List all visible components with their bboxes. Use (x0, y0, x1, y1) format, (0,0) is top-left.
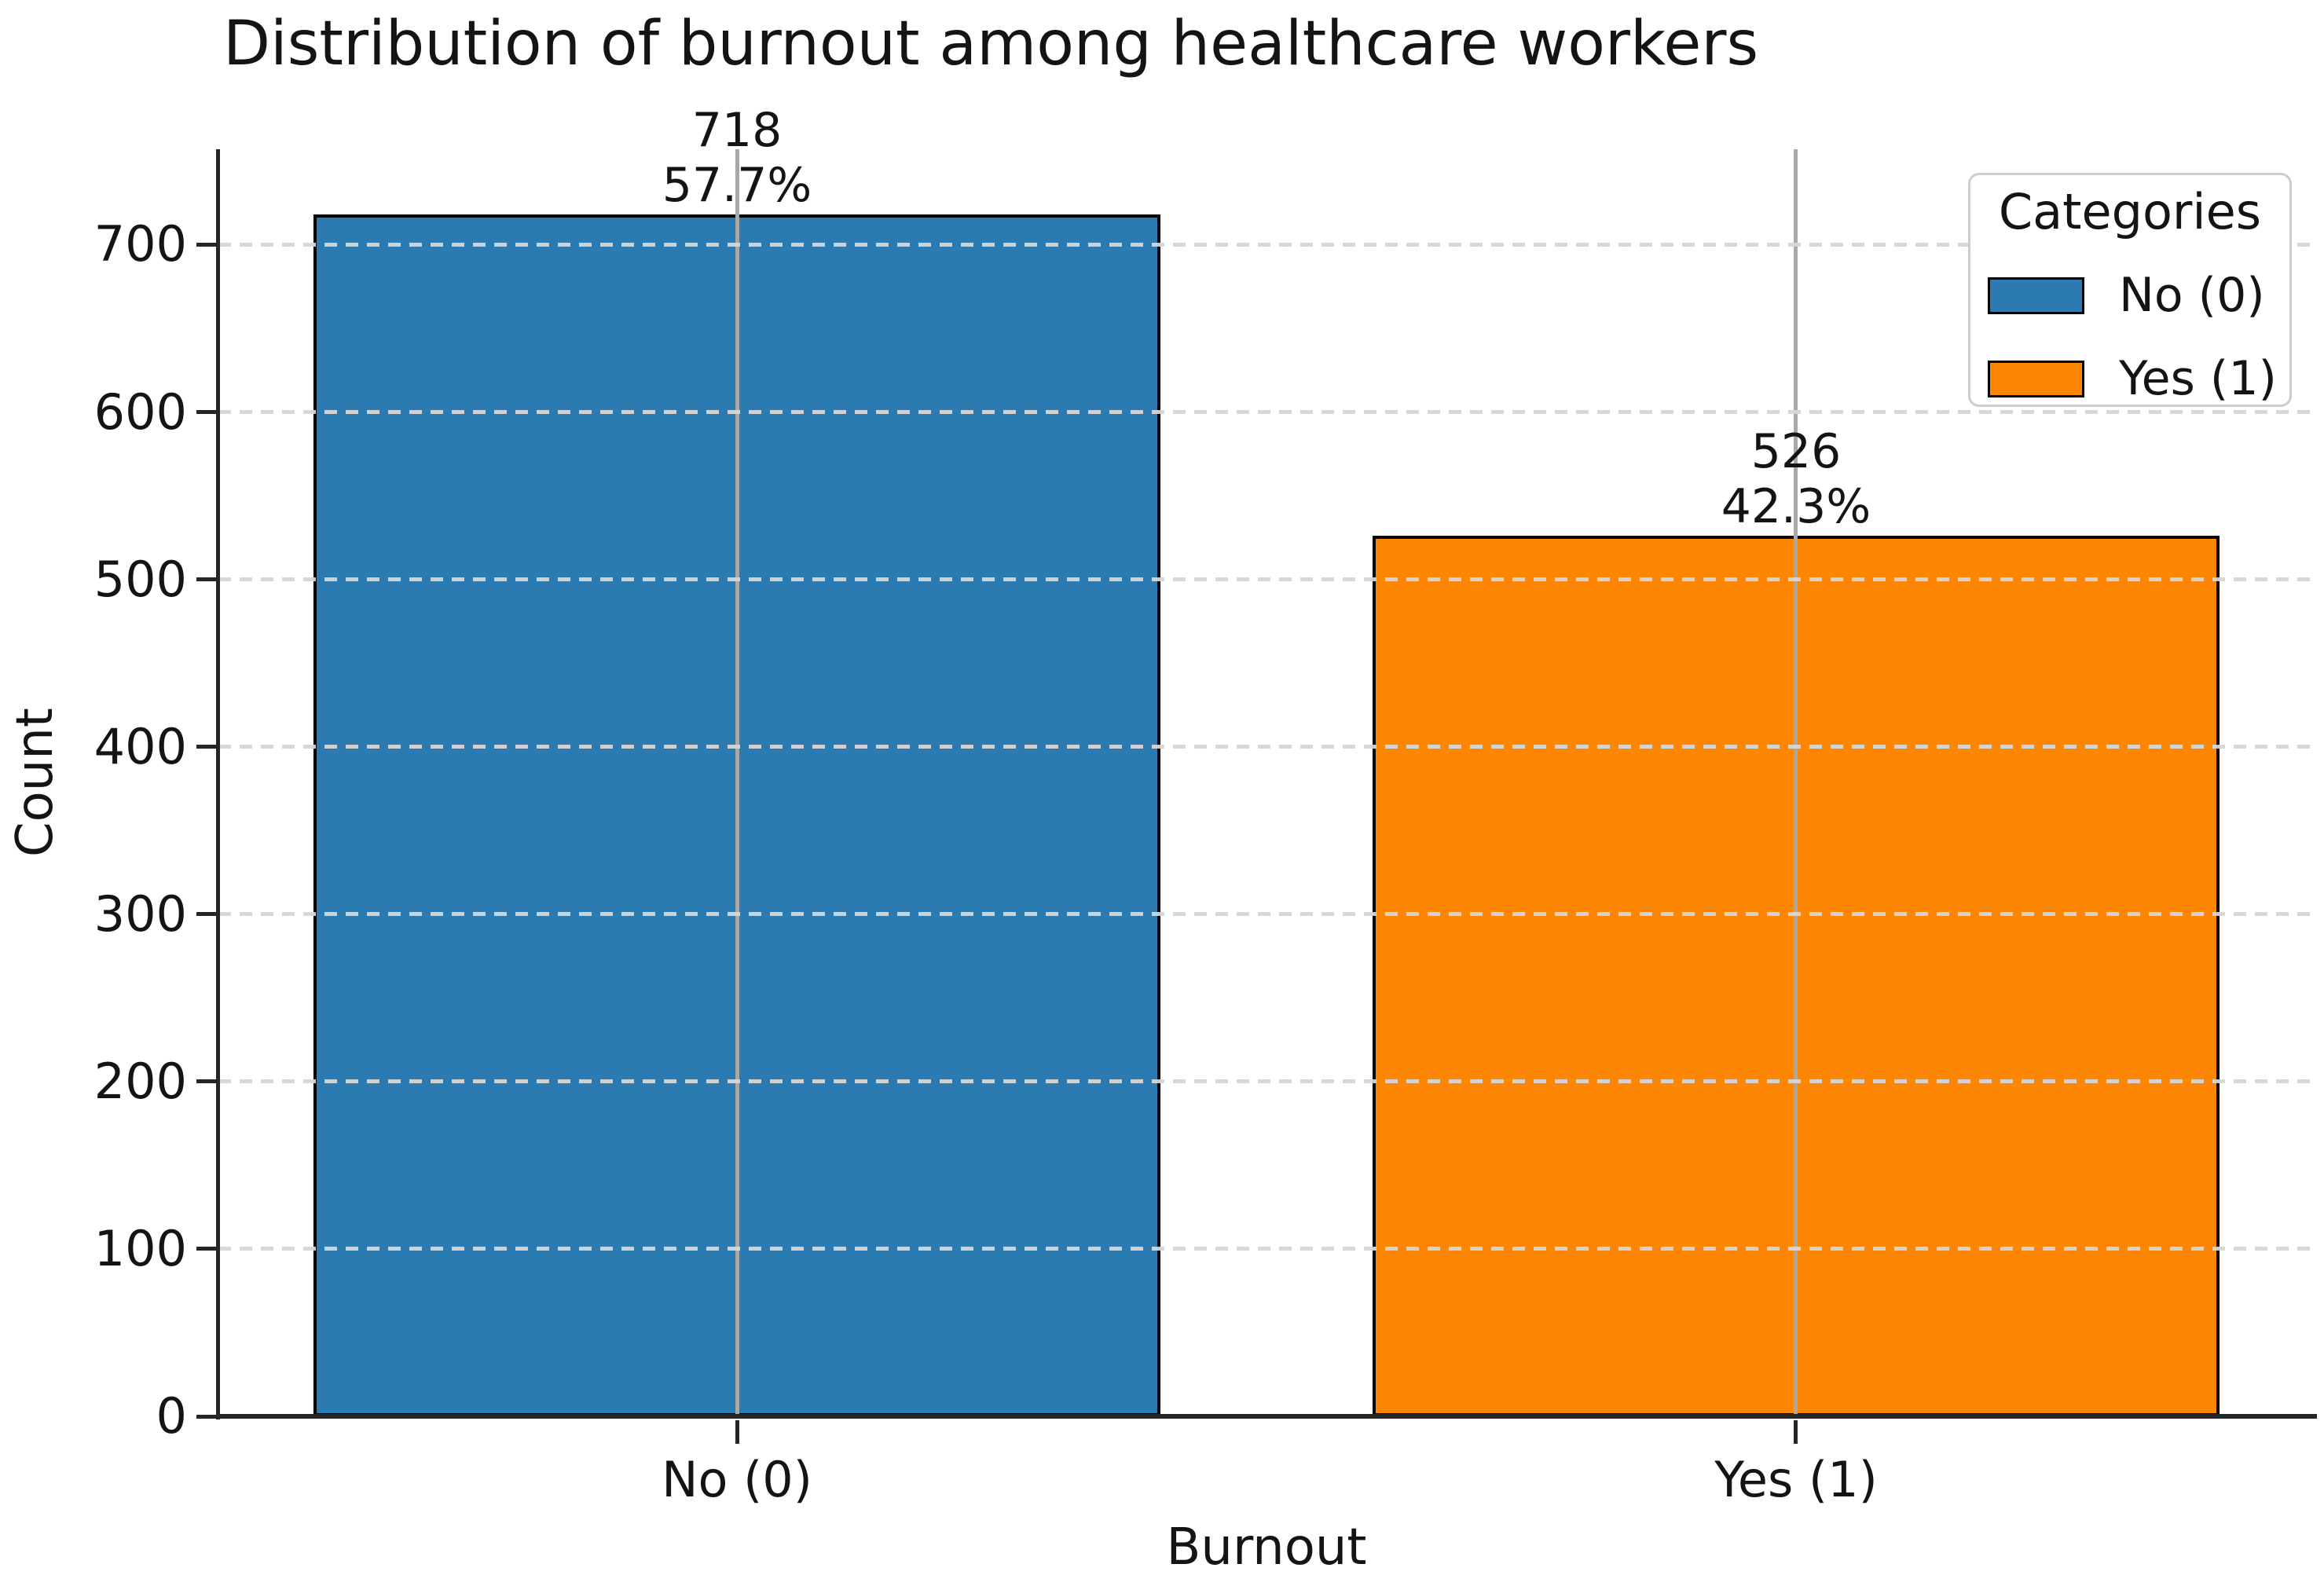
bar-annotation-0: 718 57.7% (501, 103, 973, 213)
bar-annotation-1: 526 42.3% (1560, 424, 2032, 534)
h-gridline-700 (218, 243, 2315, 247)
legend-entry-label: Yes (1) (2119, 351, 2277, 406)
legend-entry: Yes (1) (1988, 351, 2289, 406)
y-tick-label-600: 600 (93, 383, 187, 441)
y-tick-label-500: 500 (93, 551, 187, 608)
legend-title: Categories (1998, 183, 2262, 240)
h-gridline-300 (218, 912, 2315, 916)
bar-percent-label: 57.7% (662, 158, 812, 213)
y-tick-mark-400 (196, 745, 218, 749)
y-tick-label-400: 400 (93, 718, 187, 775)
y-tick-mark-300 (196, 912, 218, 916)
legend-entry: No (0) (1988, 268, 2289, 323)
h-gridline-500 (218, 577, 2315, 581)
bar-value-label: 526 (1750, 424, 1842, 479)
x-tick-label-1: Yes (1) (1714, 1451, 1878, 1508)
bar-value-label: 718 (691, 103, 783, 158)
vertical-centerline-1 (1794, 149, 1798, 1416)
plot-area: 0 100 200 300 400 500 600 700 No (0) 718 57.7% Yes … (94, 103, 2317, 1508)
y-tick-mark-200 (196, 1079, 218, 1083)
x-tick-mark-1 (1794, 1420, 1798, 1444)
chart-title: Distribution of burnout among healthcare… (223, 9, 1759, 79)
y-axis-spine (216, 149, 220, 1419)
legend-swatch-icon (1988, 277, 2084, 314)
x-axis-label: Burnout (1166, 1518, 1367, 1577)
h-gridline-600 (218, 410, 2315, 414)
h-gridline-100 (218, 1247, 2315, 1251)
y-tick-mark-700 (196, 243, 218, 247)
legend-swatch-icon (1988, 360, 2084, 397)
y-tick-mark-600 (196, 410, 218, 414)
h-gridline-400 (218, 745, 2315, 749)
vertical-centerline-0 (735, 149, 739, 1416)
x-tick-label-0: No (0) (662, 1451, 812, 1508)
y-tick-mark-0 (196, 1415, 218, 1419)
x-axis-spine (216, 1414, 2317, 1419)
y-tick-label-100: 100 (93, 1220, 187, 1277)
h-gridline-200 (218, 1079, 2315, 1083)
y-tick-label-200: 200 (93, 1053, 187, 1110)
y-tick-mark-500 (196, 577, 218, 581)
legend: Categories No (0) Yes (1) (1968, 173, 2292, 407)
y-tick-label-300: 300 (93, 885, 187, 943)
x-tick-mark-0 (735, 1420, 739, 1444)
y-tick-mark-100 (196, 1247, 218, 1251)
bar-percent-label: 42.3% (1721, 479, 1871, 534)
y-tick-label-0: 0 (156, 1387, 187, 1445)
legend-items: No (0) Yes (1) (1970, 268, 2289, 406)
legend-entry-label: No (0) (2119, 268, 2265, 323)
y-tick-label-700: 700 (93, 215, 187, 273)
